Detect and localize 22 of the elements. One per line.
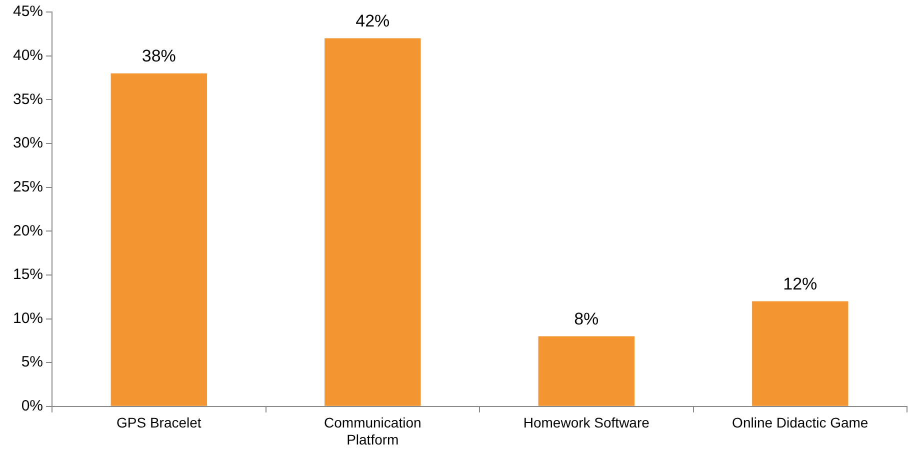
bar — [110, 73, 207, 406]
data-label: 38% — [142, 46, 176, 66]
y-tick-label: 35% — [12, 90, 44, 108]
x-tick-label: Homework Software — [523, 414, 650, 431]
x-tick-label: Online Didactic Game — [732, 414, 868, 431]
data-label: 8% — [574, 309, 599, 328]
y-tick-label: 5% — [21, 354, 44, 371]
y-tick-label: 25% — [12, 178, 44, 196]
x-tick-label: Communication Platform — [324, 414, 422, 448]
y-tick-label: 15% — [12, 266, 44, 284]
data-label: 42% — [356, 11, 390, 30]
bar — [538, 336, 634, 406]
y-tick-label: 10% — [12, 310, 44, 327]
y-tick-label: 0% — [21, 398, 44, 415]
x-tick-label: GPS Bracelet — [116, 414, 202, 431]
y-tick-label: 40% — [12, 46, 44, 64]
bar — [324, 38, 421, 406]
data-label: 12% — [783, 274, 818, 294]
y-tick-label: 20% — [12, 222, 44, 240]
bar — [752, 301, 848, 406]
y-tick-label: 30% — [12, 134, 44, 152]
y-tick-label: 45% — [12, 3, 44, 20]
